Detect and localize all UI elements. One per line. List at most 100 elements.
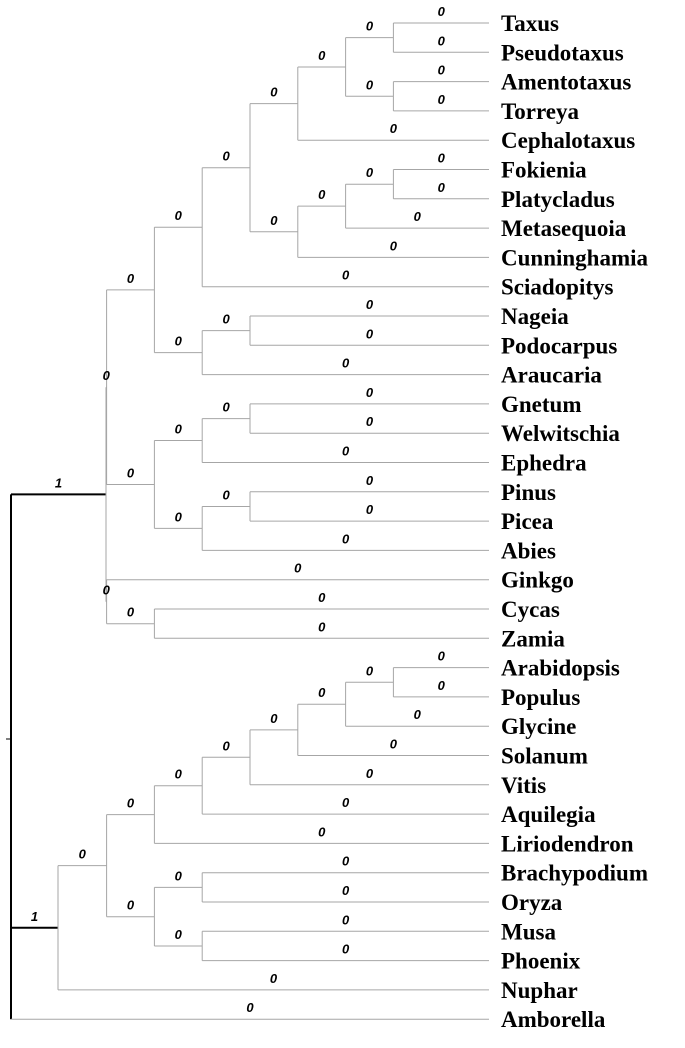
branch-support-label: 0 (103, 583, 111, 598)
branch-support-label: 0 (270, 213, 278, 228)
branch-support-label: 0 (342, 356, 350, 371)
branch-support-label: 0 (222, 488, 230, 503)
taxon-label: Welwitschia (501, 421, 620, 446)
branch-support-label: 0 (270, 711, 278, 726)
branch-support-label: 0 (270, 85, 278, 100)
branch-support-label: 0 (366, 326, 374, 341)
branch-support-label: 0 (342, 912, 350, 927)
branch-support-label: 0 (366, 473, 374, 488)
tree-branches (10, 22, 489, 1020)
taxon-label: Glycine (501, 714, 576, 739)
branch-support-label: 0 (366, 77, 374, 92)
branch-support-label: 0 (438, 180, 446, 195)
branch-support-label: 0 (366, 165, 374, 180)
branch-support-label: 0 (222, 149, 230, 164)
taxon-label: Nageia (501, 304, 569, 329)
taxon-label: Amborella (501, 1007, 606, 1032)
branch-support-label: 0 (103, 368, 111, 383)
taxon-label: Liriodendron (501, 831, 634, 856)
taxon-label: Phoenix (501, 949, 581, 974)
branch-support-label: 0 (366, 766, 374, 781)
taxon-label: Ginkgo (501, 568, 574, 593)
branch-support-label: 0 (318, 824, 326, 839)
branch-support-label: 0 (342, 444, 350, 459)
branch-support-label: 0 (175, 927, 183, 942)
branch-support-label: 0 (318, 619, 326, 634)
taxon-label: Pseudotaxus (501, 40, 624, 65)
branch-support-label: 0 (318, 685, 326, 700)
branch-support-label: 0 (222, 312, 230, 327)
branch-support-label: 0 (438, 649, 446, 664)
branch-support-label: 0 (438, 151, 446, 166)
branch-support-label: 0 (438, 678, 446, 693)
taxon-label: Arabidopsis (501, 656, 620, 681)
branch-support-label: 0 (366, 414, 374, 429)
taxon-label: Abies (501, 538, 556, 563)
branch-support-label: 0 (222, 738, 230, 753)
branch-support-label: 0 (294, 561, 302, 576)
taxon-label: Aquilegia (501, 802, 596, 827)
taxon-label: Cephalotaxus (501, 128, 635, 153)
taxon-label: Solanum (501, 744, 588, 769)
branch-support-label: 0 (127, 796, 135, 811)
branch-support-label: 0 (342, 942, 350, 957)
taxon-label: Pinus (501, 480, 556, 505)
taxon-label: Picea (501, 509, 554, 534)
branch-support-label: 0 (390, 737, 398, 752)
branch-support-label: 0 (127, 271, 135, 286)
branch-support-label: 0 (318, 590, 326, 605)
taxon-label: Populus (501, 685, 580, 710)
branch-support-label: 0 (175, 509, 183, 524)
branch-support-label: 0 (342, 854, 350, 869)
branch-support-label: 0 (342, 268, 350, 283)
taxon-label: Gnetum (501, 392, 582, 417)
taxon-label: Taxus (501, 11, 559, 36)
branch-support-label: 0 (390, 238, 398, 253)
taxon-label: Oryza (501, 890, 563, 915)
taxon-label: Nuphar (501, 978, 578, 1003)
branch-support-label: 0 (342, 531, 350, 546)
branch-support-label: 0 (222, 400, 230, 415)
taxon-label: Sciadopitys (501, 275, 614, 300)
branch-support-label: 0 (79, 847, 87, 862)
branch-support-label: 0 (438, 63, 446, 78)
branch-support-label: 0 (438, 4, 446, 19)
taxon-label: Torreya (501, 99, 579, 124)
branch-support-label: 0 (342, 795, 350, 810)
taxon-label: Cunninghamia (501, 245, 649, 270)
branch-support-label: 0 (175, 767, 183, 782)
branch-support-label: 0 (246, 1000, 254, 1015)
taxon-label: Platycladus (501, 187, 615, 212)
branch-support-label: 0 (175, 868, 183, 883)
branch-support-label: 0 (318, 48, 326, 63)
branch-support-label: 0 (414, 707, 422, 722)
branch-support-label: 0 (175, 334, 183, 349)
branch-support-label: 0 (366, 663, 374, 678)
taxon-label: Musa (501, 919, 556, 944)
branch-support-label: 0 (438, 33, 446, 48)
branch-support-label: 0 (270, 971, 278, 986)
branch-support-label: 0 (175, 422, 183, 437)
branch-support-label: 0 (414, 209, 422, 224)
taxon-label: Podocarpus (501, 333, 617, 358)
branch-support-label: 0 (390, 121, 398, 136)
branch-support-label: 0 (175, 208, 183, 223)
branch-support-label: 0 (127, 898, 135, 913)
branch-support-label: 0 (127, 605, 135, 620)
branch-support-labels: 1 0 0 0 0 0 0 0 0 0 0 0 0 0 0 0 0 0 0 0 0 0 0 0 0 0 0 0 0 0 0 0 0 0 0 0 0 0 0 0… (31, 4, 446, 1015)
branch-support-label: 0 (438, 92, 446, 107)
branch-support-label: 0 (318, 187, 326, 202)
branch-support-label: 1 (31, 909, 38, 924)
taxon-label: Brachypodium (501, 861, 648, 886)
taxon-label: Fokienia (501, 158, 587, 183)
branch-support-label: 0 (342, 883, 350, 898)
taxon-label: Araucaria (501, 363, 602, 388)
branch-support-label: 0 (366, 385, 374, 400)
taxon-label: Amentotaxus (501, 70, 631, 95)
branch-support-label: 0 (366, 19, 374, 34)
taxon-label: Metasequoia (501, 216, 627, 241)
branch-support-label: 0 (127, 466, 135, 481)
taxon-label: Zamia (501, 626, 565, 651)
taxon-label: Cycas (501, 597, 560, 622)
